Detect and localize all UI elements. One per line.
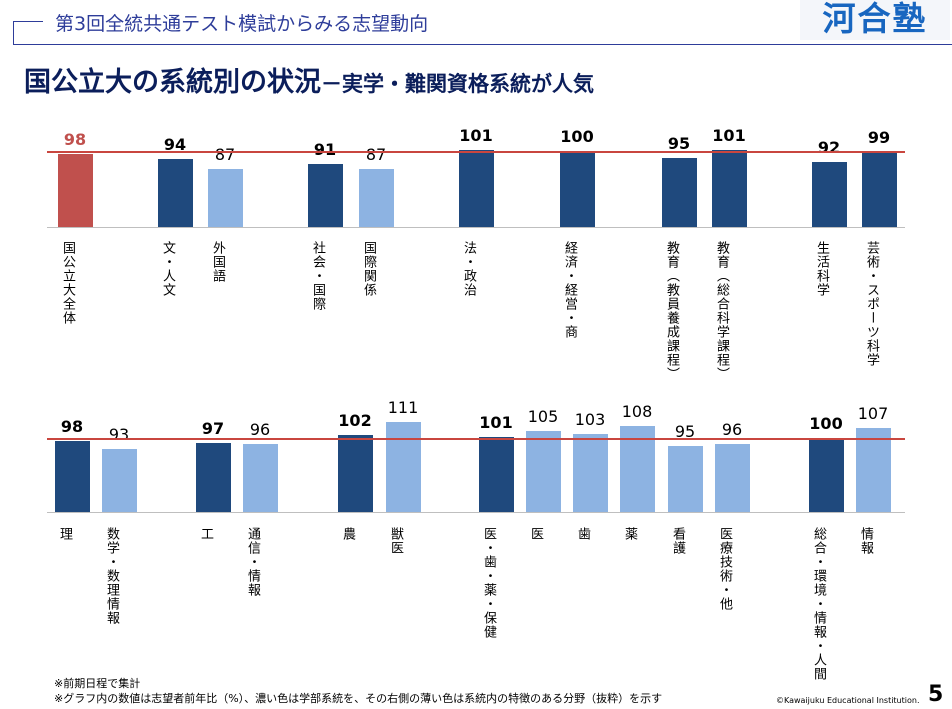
- category-label: 情報: [858, 527, 873, 555]
- category-label: 歯: [575, 527, 590, 541]
- bar: [811, 162, 847, 227]
- category-label: 教育（教員養成課程）: [664, 241, 679, 381]
- data-label: 93: [108, 424, 130, 444]
- slide-subtitle: 第3回全統共通テスト模試からみる志望動向: [55, 13, 429, 35]
- data-label: 94: [163, 135, 187, 155]
- header-rule: [13, 21, 14, 45]
- category-label: 総合・環境・情報・人間: [811, 527, 826, 681]
- page-number: 5: [928, 682, 944, 707]
- bar: [559, 151, 595, 227]
- bar: [661, 158, 697, 227]
- data-label: 87: [214, 145, 236, 165]
- bar: [808, 438, 844, 512]
- category-label: 農: [340, 527, 355, 541]
- category-label: 国際関係: [361, 241, 376, 297]
- bar: [195, 442, 231, 512]
- bar: [458, 149, 494, 227]
- x-axis: [47, 512, 905, 513]
- category-label: 生活科学: [814, 241, 829, 297]
- bar: [54, 441, 90, 512]
- bar: [714, 444, 750, 512]
- data-label: 111: [387, 397, 419, 417]
- category-label: 数学・数理情報: [104, 527, 119, 625]
- bar: [525, 430, 561, 512]
- reference-line-100: [47, 151, 905, 153]
- bar: [667, 445, 703, 512]
- category-label: 医: [528, 527, 543, 541]
- title-sub: －実学・難関資格系統が人気: [321, 72, 594, 96]
- category-label: 薬: [622, 527, 637, 541]
- bar: [385, 421, 421, 512]
- category-label: 工: [198, 527, 213, 541]
- bar: [572, 433, 608, 512]
- bar: [101, 448, 137, 512]
- category-label: 経済・経営・商: [562, 241, 577, 339]
- data-label: 96: [249, 420, 271, 439]
- data-label: 98: [60, 417, 84, 436]
- bar: [478, 436, 514, 512]
- category-label: 法・政治: [461, 241, 476, 297]
- category-label: 理: [57, 527, 72, 541]
- data-label: 100: [560, 127, 594, 146]
- title-main: 国公立大の系統別の状況: [24, 67, 321, 98]
- data-label: 103: [574, 409, 606, 429]
- category-label: 国公立大全体: [60, 241, 75, 325]
- copyright: ©Kawaijuku Educational Institution.: [776, 696, 920, 705]
- category-label: 文・人文: [160, 241, 175, 297]
- bar: [711, 149, 747, 227]
- data-label: 101: [712, 125, 746, 145]
- data-label: 95: [674, 421, 696, 441]
- data-label: 108: [621, 402, 653, 421]
- category-label: 医・歯・薬・保健: [481, 527, 496, 639]
- data-label: 107: [857, 403, 889, 423]
- data-label: 101: [479, 412, 513, 432]
- category-label: 医療技術・他: [717, 527, 732, 611]
- data-label: 96: [721, 420, 743, 439]
- data-label: 100: [809, 414, 843, 433]
- category-label: 外国語: [210, 241, 225, 283]
- kawaijuku-logo: 河合塾: [800, 0, 950, 40]
- reference-line-100: [47, 438, 905, 440]
- category-label: 看護: [670, 527, 685, 555]
- header-rule: [13, 44, 952, 45]
- category-label: 社会・国際: [310, 241, 325, 311]
- header-rule: [13, 21, 43, 22]
- category-label: 芸術・スポーツ科学: [864, 241, 879, 367]
- data-label: 97: [201, 418, 225, 438]
- bar: [619, 426, 655, 512]
- bar: [307, 163, 343, 227]
- bar: [157, 159, 193, 227]
- x-axis: [47, 227, 905, 228]
- footnote-2: ※グラフ内の数値は志望者前年比（%）、濃い色は学部系統を、その右側の薄い色は系統…: [54, 692, 663, 705]
- category-label: 獣医: [388, 527, 403, 555]
- data-label: 91: [313, 139, 337, 159]
- bar: [337, 435, 373, 512]
- data-label: 105: [527, 406, 559, 426]
- data-label: 102: [338, 411, 372, 430]
- bar: [242, 444, 278, 512]
- bar: [855, 427, 891, 512]
- category-label: 教育（総合科学課程）: [714, 241, 729, 381]
- bar: [207, 169, 243, 227]
- bar: [57, 153, 93, 227]
- slide-title: 国公立大の系統別の状況－実学・難関資格系統が人気: [24, 60, 594, 99]
- footnote-1: ※前期日程で集計: [54, 677, 141, 690]
- data-label: 101: [459, 125, 493, 145]
- data-label: 98: [63, 129, 87, 149]
- data-label: 95: [667, 134, 691, 153]
- bar: [861, 152, 897, 227]
- category-label: 通信・情報: [245, 527, 260, 597]
- data-label: 87: [365, 145, 387, 165]
- bar: [358, 169, 394, 227]
- data-label: 99: [867, 128, 891, 148]
